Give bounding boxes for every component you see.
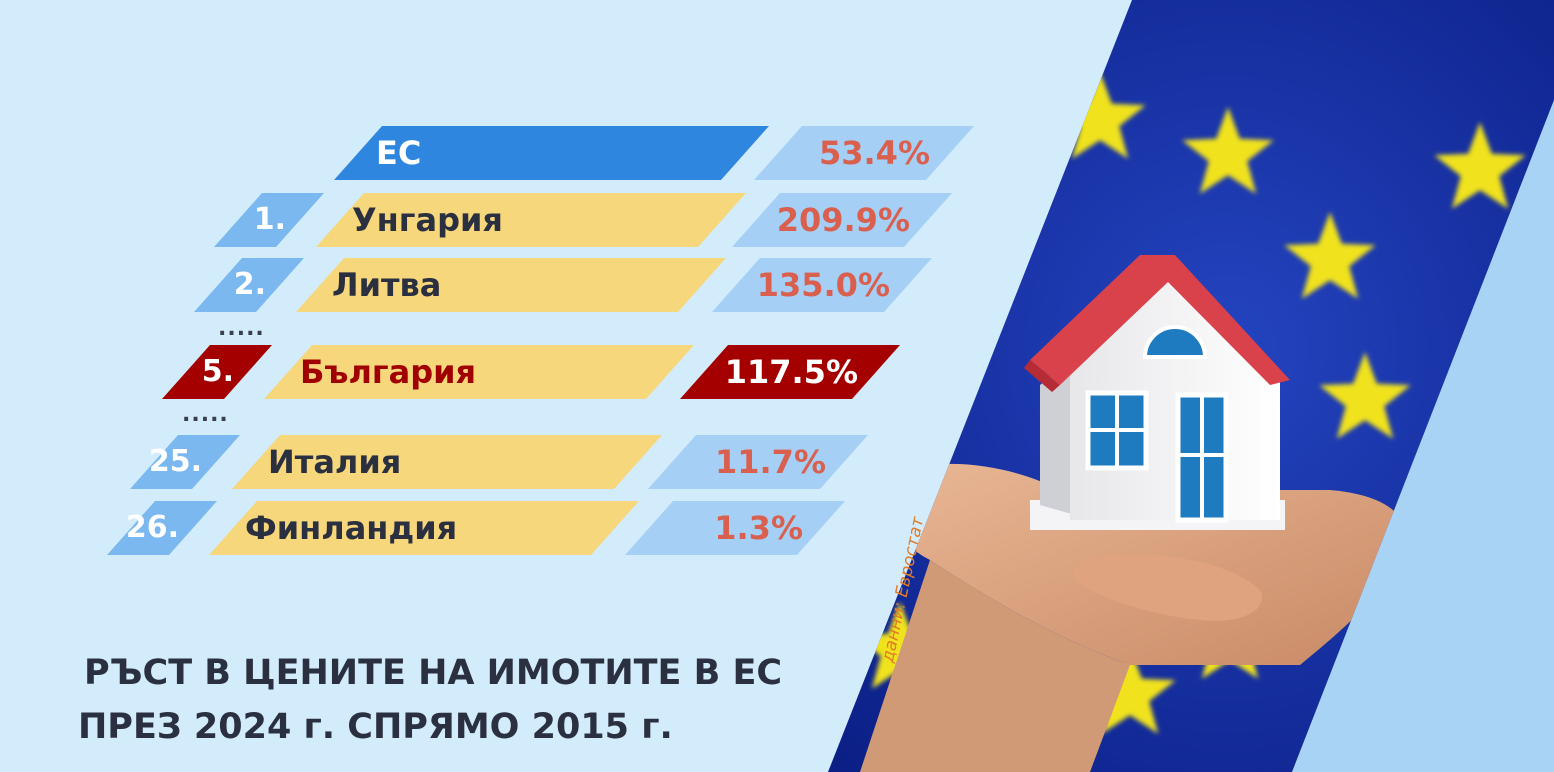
star-icon [1182,107,1274,194]
rank-box [194,258,304,312]
rank-box [107,501,217,555]
value-box [648,435,868,489]
rank-box [130,435,240,489]
value-label: 209.9% [776,201,910,239]
rank-label: 5. [201,354,234,389]
rank-box [162,345,272,399]
chart-subtitle: ПРЕЗ 2024 г. СПРЯМО 2015 г. [78,707,673,747]
gap-ellipsis: ..... [218,316,265,341]
star-icon [1084,647,1176,734]
eu-total-label: ЕС [376,134,422,172]
star-icon [1054,72,1146,159]
country-bar [264,345,694,399]
value-box [712,258,932,312]
country-bar [316,193,746,247]
rank-label: 26. [125,510,179,545]
rank-box [214,193,324,247]
eu-total-bar [334,126,769,180]
value-box [732,193,952,247]
country-bar [209,501,639,555]
value-label: 11.7% [714,443,826,481]
country-label: Финландия [245,509,458,547]
country-bar [232,435,662,489]
value-box [680,345,900,399]
country-label: Италия [268,443,402,481]
value-label: 117.5% [724,353,858,391]
eu-value-box [754,126,974,180]
eu-value-label: 53.4% [818,134,930,172]
house-icon [1024,255,1290,530]
rank-label: 2. [233,267,266,302]
star-icon [854,602,946,689]
country-label: България [300,353,477,391]
chart-title: РЪСТ В ЦЕНИТЕ НА ИМОТИТЕ В ЕС [84,653,783,693]
rank-label: 1. [253,202,286,237]
rank-label: 25. [148,444,202,479]
bar-table [107,126,974,555]
value-label: 1.3% [714,509,803,547]
country-label: Литва [332,266,442,304]
country-label: Унгария [352,201,503,239]
gap-ellipsis: ..... [182,402,229,427]
star-icon [1434,122,1526,209]
star-icon [1284,212,1376,299]
country-bar [296,258,726,312]
star-icon [1319,352,1411,439]
value-label: 135.0% [756,266,890,304]
value-box [625,501,845,555]
